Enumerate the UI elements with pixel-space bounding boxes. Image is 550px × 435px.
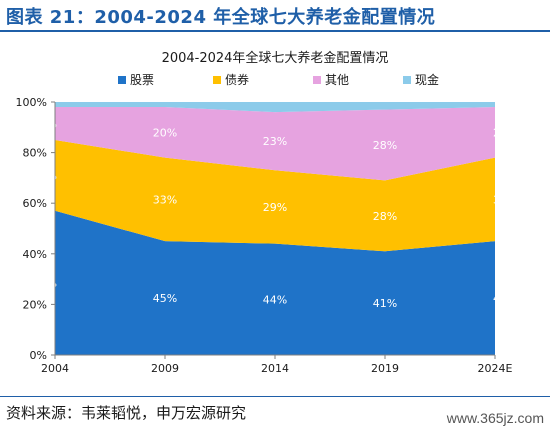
- plot-areas: [55, 102, 495, 355]
- watermark: www.365jz.com: [446, 410, 544, 426]
- data-label-s3-p4: 28%: [373, 139, 397, 152]
- x-tick-label-2: 2009: [151, 362, 179, 375]
- data-label-s3-p1: 13%: [33, 118, 57, 131]
- area-series-4: [55, 102, 495, 113]
- x-tick-label-4: 2019: [371, 362, 399, 375]
- y-tick-label-3: 40%: [23, 248, 47, 261]
- legend-swatch-1: [118, 76, 126, 84]
- data-label-s2-p1: 29%: [33, 169, 57, 182]
- legend-label-2: 债券: [225, 72, 249, 87]
- data-label-s2-p5: 33%: [493, 193, 517, 206]
- data-label-s3-p3: 23%: [263, 135, 287, 148]
- y-tick-label-5: 80%: [23, 147, 47, 160]
- data-label-s1-p4: 41%: [373, 297, 397, 310]
- data-label-s1-p3: 44%: [263, 293, 287, 306]
- legend-swatch-3: [313, 76, 321, 84]
- data-label-s3-p2: 20%: [153, 126, 177, 139]
- footer-rule: [0, 396, 550, 397]
- y-tick-label-4: 60%: [23, 197, 47, 210]
- data-labels: 57% 45% 44% 41% 45% 29% 33% 29% 28% 33% 13% 20% 23% 2…: [33, 118, 518, 311]
- legend-label-4: 现金: [415, 72, 439, 87]
- chart-title: 2004-2024年全球七大养老金配置情况: [162, 50, 389, 66]
- legend-label-1: 股票: [130, 73, 154, 87]
- data-label-s1-p2: 45%: [153, 292, 177, 305]
- area-series-3: [55, 107, 495, 181]
- data-label-s2-p2: 33%: [153, 193, 177, 206]
- area-series-2: [55, 139, 495, 252]
- data-label-s3-p5: 20%: [493, 126, 517, 139]
- stacked-area-chart: 2004-2024年全球七大养老金配置情况 股票 债券 其他 现金 57% 45% 44%…: [16, 50, 518, 375]
- figure-title: 图表 21：2004-2024 年全球七大养老金配置情况: [6, 7, 436, 28]
- legend-label-3: 其他: [325, 73, 349, 87]
- x-tick-label-1: 2004: [41, 362, 69, 375]
- title-rule: [0, 30, 550, 32]
- axes: 0% 20% 40% 60% 80% 100% 2004 2009 2014 2019 2024E: [16, 96, 513, 375]
- data-label-s1-p5: 45%: [493, 292, 517, 305]
- legend: 股票 债券 其他 现金: [118, 72, 439, 87]
- data-label-s2-p3: 29%: [263, 201, 287, 214]
- legend-swatch-4: [403, 76, 411, 84]
- y-tick-label-6: 100%: [16, 96, 47, 109]
- x-tick-label-5: 2024E: [478, 362, 513, 375]
- area-series-1: [55, 210, 495, 355]
- y-tick-label-2: 20%: [23, 298, 47, 311]
- x-tick-label-3: 2014: [261, 362, 289, 375]
- source-note: 资料来源：韦莱韬悦，申万宏源研究: [6, 404, 247, 422]
- data-label-s1-p1: 57%: [33, 277, 57, 290]
- data-label-s2-p4: 28%: [373, 210, 397, 223]
- y-tick-label-1: 0%: [30, 349, 47, 362]
- legend-swatch-2: [213, 76, 221, 84]
